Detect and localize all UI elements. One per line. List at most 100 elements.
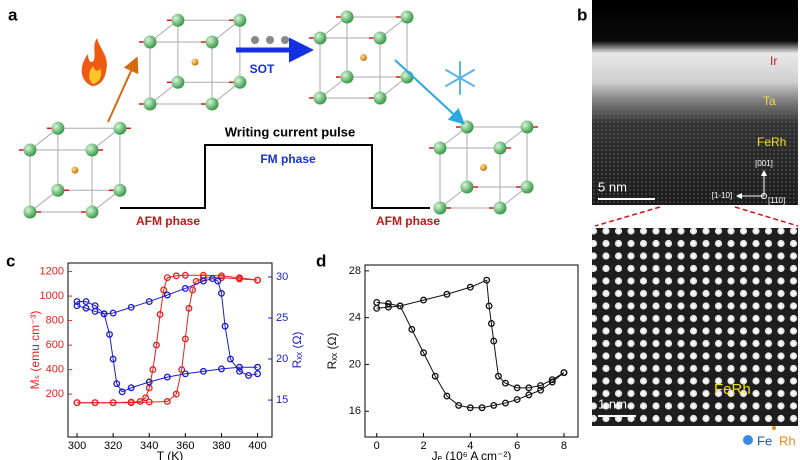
axis-dot bbox=[761, 193, 767, 199]
data-point bbox=[142, 394, 150, 402]
data-point bbox=[109, 399, 117, 407]
data-point bbox=[501, 379, 509, 387]
fe-atom bbox=[143, 35, 157, 49]
afm-label: AFM phase bbox=[376, 214, 440, 228]
y-axis-label: Rₓₓ (Ω) bbox=[325, 333, 339, 370]
legend-label: Fe bbox=[757, 433, 772, 448]
pulse-title: Writing current pulse bbox=[225, 124, 356, 139]
data-point bbox=[537, 386, 544, 394]
data-point bbox=[373, 304, 381, 312]
data-point bbox=[408, 325, 416, 333]
panel-label: a bbox=[8, 5, 18, 24]
data-point bbox=[82, 304, 90, 312]
data-point bbox=[236, 274, 243, 282]
data-point bbox=[73, 399, 81, 407]
x-axis-label: Jₑ (10⁶ A cm⁻²) bbox=[432, 449, 512, 460]
data-point bbox=[109, 309, 117, 317]
x-tick-label: 320 bbox=[104, 440, 122, 452]
y-tick-label: 200 bbox=[46, 388, 64, 400]
data-point bbox=[560, 369, 568, 377]
plot-frame bbox=[67, 262, 273, 438]
current-pulse bbox=[120, 144, 430, 209]
data-point bbox=[218, 365, 225, 373]
data-point bbox=[525, 391, 533, 399]
data-point bbox=[73, 298, 81, 306]
panel-label: c bbox=[6, 251, 15, 270]
crystal-cubes bbox=[19, 10, 538, 219]
series-line bbox=[77, 277, 258, 404]
data-point bbox=[199, 367, 207, 375]
data-point bbox=[153, 341, 160, 349]
series-line bbox=[376, 279, 565, 389]
data-point bbox=[73, 302, 81, 310]
data-point bbox=[163, 398, 171, 405]
fe-atom bbox=[85, 205, 99, 219]
fm-label: FM phase bbox=[260, 152, 316, 166]
image-label: FeRh bbox=[714, 381, 751, 398]
data-point bbox=[118, 388, 126, 396]
zoom-line bbox=[594, 206, 661, 227]
data-point bbox=[113, 380, 121, 388]
fe-atom bbox=[85, 143, 99, 157]
x-tick-label: 300 bbox=[68, 440, 86, 452]
data-point bbox=[396, 302, 404, 310]
data-point bbox=[91, 302, 99, 310]
data-point bbox=[109, 355, 117, 363]
x-tick-label: 8 bbox=[561, 440, 567, 452]
data-point bbox=[254, 370, 262, 378]
rh-atom bbox=[191, 58, 199, 66]
data-point bbox=[483, 276, 491, 284]
y-tick-label: 400 bbox=[46, 364, 64, 376]
fe-atom bbox=[340, 70, 354, 84]
fe-atom bbox=[493, 141, 507, 155]
data-point bbox=[127, 398, 135, 406]
y-tick-label: 600 bbox=[46, 339, 64, 351]
x-tick-label: 4 bbox=[467, 440, 473, 452]
fe-atom bbox=[400, 10, 414, 24]
zoom-line bbox=[734, 206, 799, 227]
data-point bbox=[420, 349, 427, 357]
y2-tick-label: 20 bbox=[276, 353, 288, 365]
data-point bbox=[214, 277, 222, 285]
data-point bbox=[127, 303, 135, 311]
data-point bbox=[443, 392, 451, 400]
data-point bbox=[384, 303, 392, 311]
data-point bbox=[178, 366, 186, 374]
data-point bbox=[501, 399, 509, 407]
data-point bbox=[106, 330, 113, 338]
fe-atom bbox=[233, 75, 247, 89]
data-point bbox=[455, 401, 463, 409]
data-point bbox=[199, 277, 207, 285]
data-point bbox=[431, 372, 439, 380]
data-point bbox=[145, 378, 153, 386]
data-point bbox=[181, 271, 189, 279]
data-point bbox=[163, 373, 171, 381]
x-tick-label: 340 bbox=[140, 440, 158, 452]
data-point bbox=[156, 311, 164, 318]
plot-frame bbox=[364, 264, 579, 438]
data-point bbox=[189, 286, 197, 294]
data-point bbox=[490, 401, 498, 409]
fe-atom bbox=[143, 97, 157, 111]
data-point bbox=[181, 335, 189, 343]
data-point bbox=[466, 283, 474, 291]
axis-label: [1-10] bbox=[712, 191, 732, 200]
data-point bbox=[163, 291, 171, 299]
data-point bbox=[181, 284, 189, 292]
x-tick-label: 0 bbox=[374, 440, 380, 452]
data-point bbox=[221, 322, 229, 330]
panel-label: d bbox=[316, 251, 326, 270]
data-point bbox=[490, 337, 498, 345]
fe-atom bbox=[205, 97, 219, 111]
data-point bbox=[82, 298, 90, 306]
data-point bbox=[149, 366, 157, 374]
y2-tick-label: 30 bbox=[276, 271, 288, 283]
series-line bbox=[77, 301, 258, 393]
data-point bbox=[145, 398, 153, 406]
fe-atom bbox=[51, 183, 65, 197]
data-point bbox=[100, 310, 108, 318]
axis-label: [110] bbox=[768, 196, 785, 205]
y-tick-label: 1000 bbox=[40, 290, 64, 302]
x-tick-label: 360 bbox=[176, 440, 194, 452]
heat-arrow bbox=[107, 56, 139, 123]
